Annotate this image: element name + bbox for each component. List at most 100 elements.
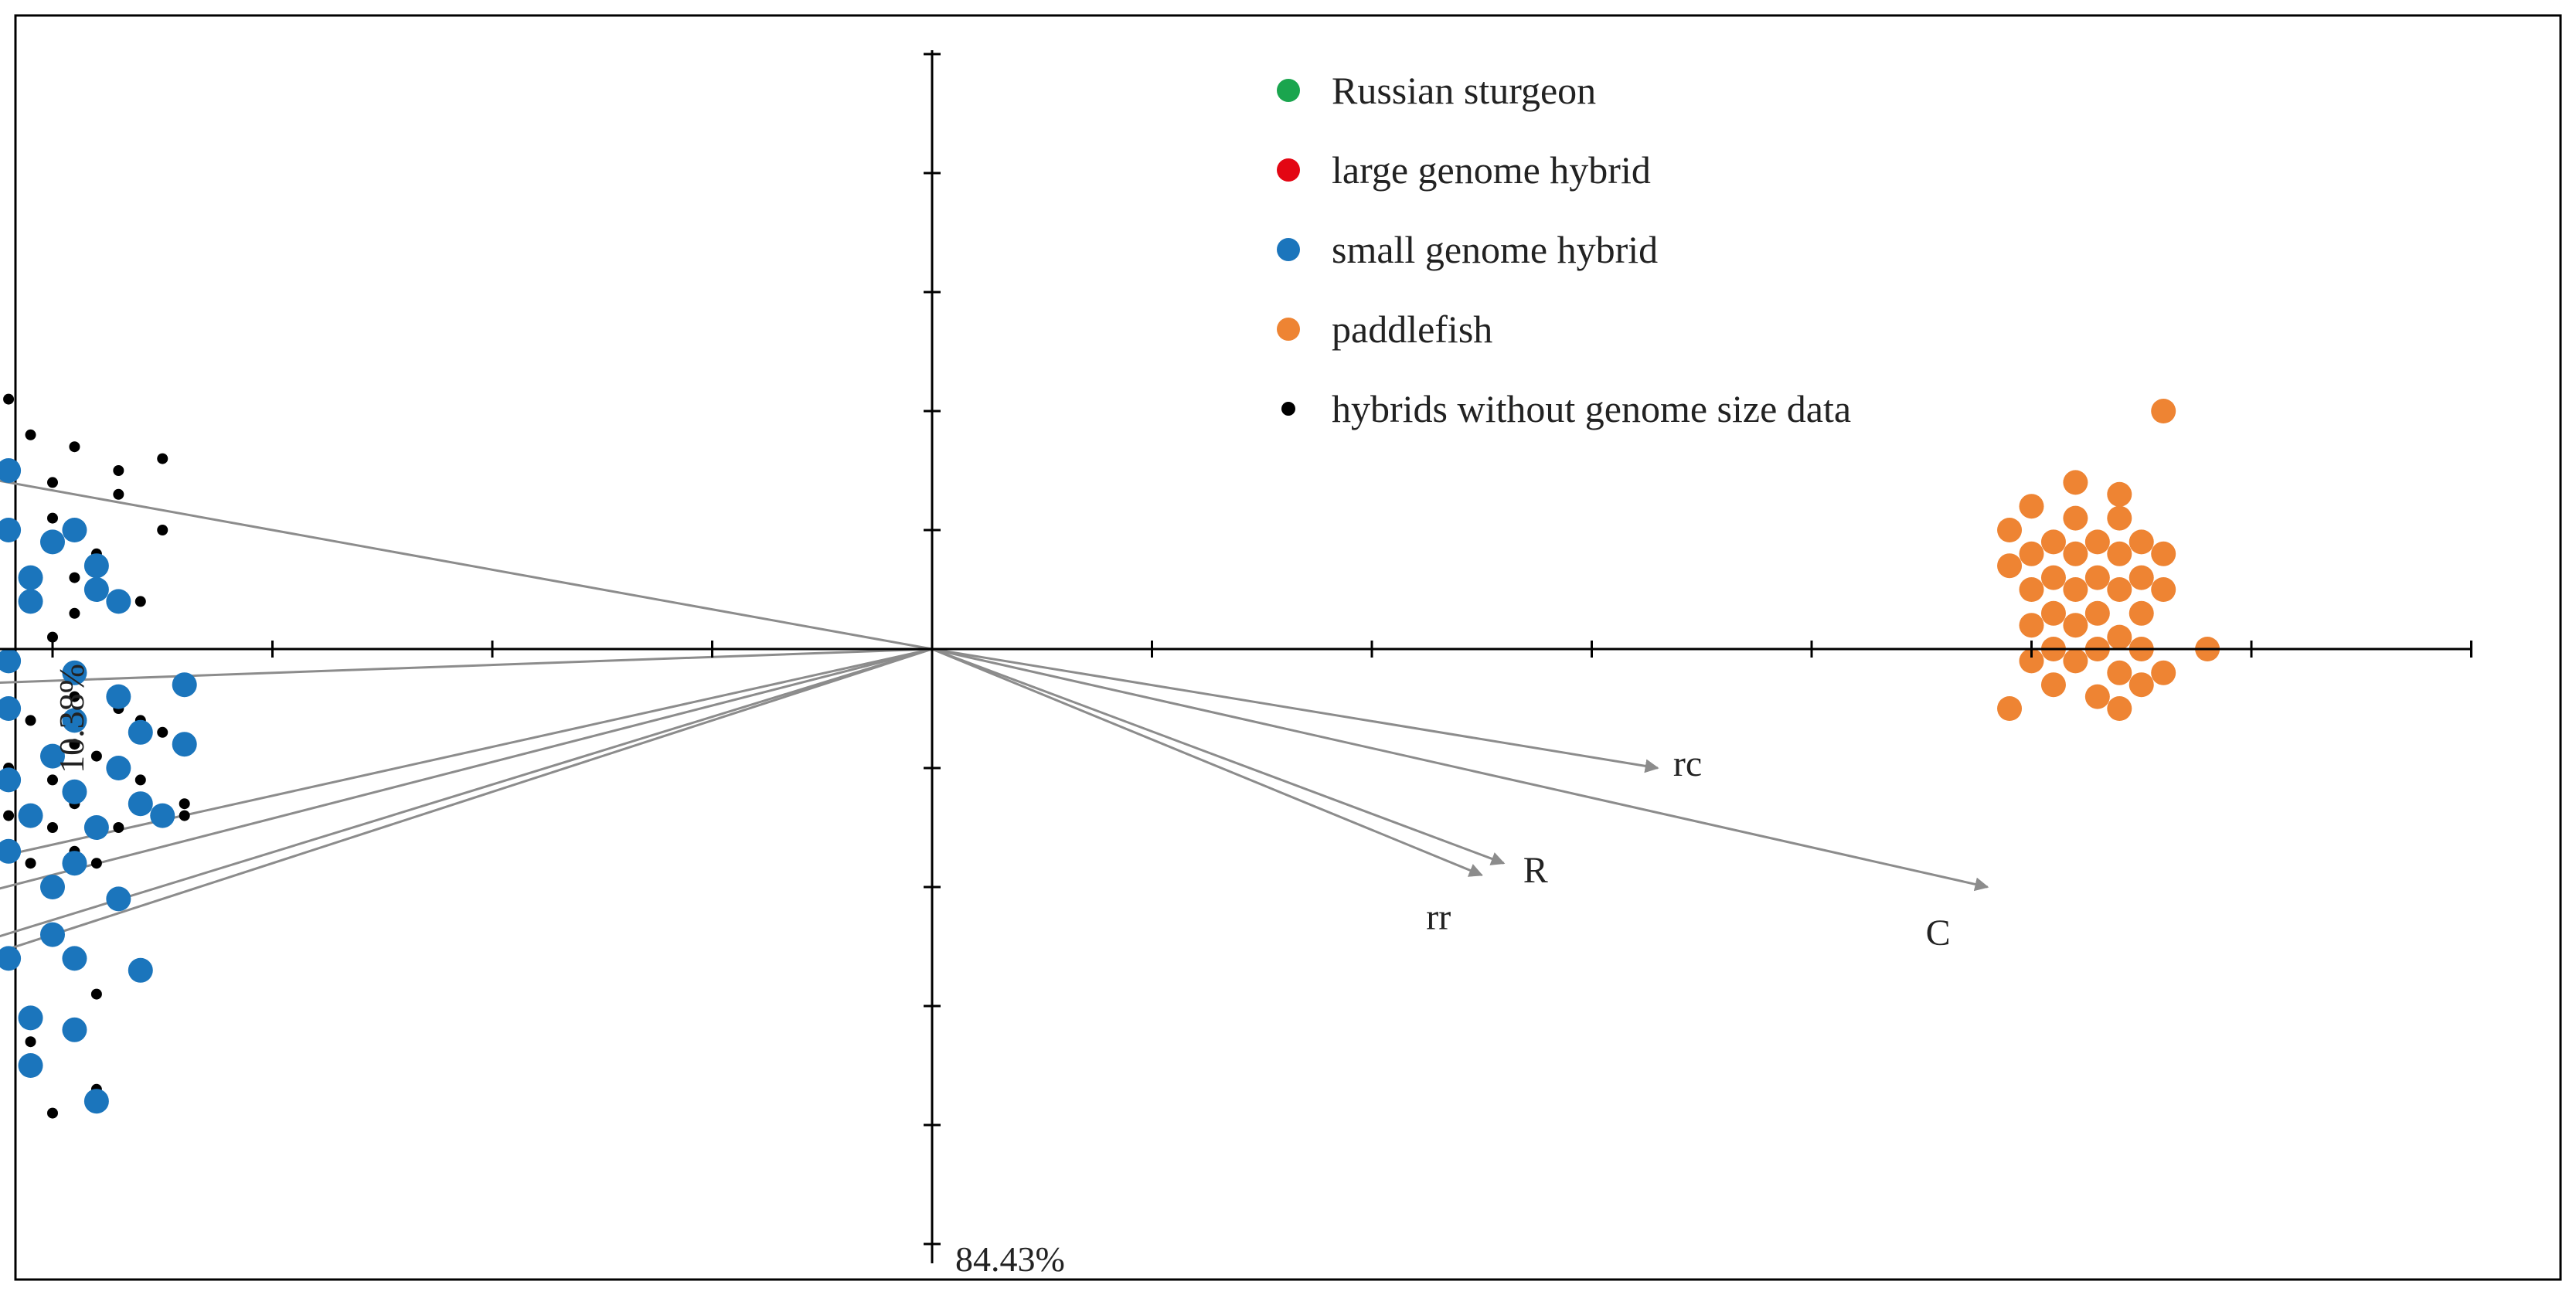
point-paddlefish <box>2063 541 2088 566</box>
point-unknown <box>157 525 168 535</box>
point-small <box>0 696 22 721</box>
point-paddlefish <box>2084 600 2110 626</box>
point-unknown <box>179 810 190 821</box>
point-small <box>128 791 153 817</box>
point-paddlefish <box>1997 696 2023 721</box>
legend-swatch-russian <box>1277 79 1300 102</box>
point-unknown <box>47 477 58 488</box>
legend-swatch-unknown <box>1281 402 1295 416</box>
point-paddlefish <box>2107 624 2132 650</box>
point-unknown <box>25 429 36 440</box>
point-unknown <box>90 750 102 762</box>
point-small <box>172 732 197 757</box>
vector-ad <box>0 648 933 890</box>
point-paddlefish <box>2063 613 2088 638</box>
vector-cfa <box>0 479 933 651</box>
point-small <box>106 684 131 709</box>
point-small <box>18 1005 43 1031</box>
point-small <box>62 1017 87 1042</box>
point-unknown <box>25 715 36 726</box>
point-unknown <box>69 739 80 750</box>
point-small <box>0 648 22 674</box>
point-paddlefish <box>2107 577 2132 602</box>
point-unknown <box>113 488 124 500</box>
point-unknown <box>47 1107 58 1119</box>
point-unknown <box>69 691 80 702</box>
point-small <box>172 672 197 698</box>
vector-rc <box>931 648 1659 773</box>
point-paddlefish <box>2063 648 2088 674</box>
point-paddlefish <box>2129 672 2154 698</box>
point-small <box>128 719 153 745</box>
vector-l2 <box>0 648 933 858</box>
point-unknown <box>25 858 36 869</box>
point-paddlefish <box>2019 648 2044 674</box>
vector-r <box>931 648 1506 865</box>
point-paddlefish <box>2151 541 2176 566</box>
point-unknown <box>113 822 124 833</box>
vector-label-rc: rc <box>1673 743 1702 784</box>
point-paddlefish <box>1997 553 2023 579</box>
point-unknown <box>179 798 190 810</box>
point-small <box>40 743 65 769</box>
point-unknown <box>25 1036 36 1048</box>
point-unknown <box>69 572 80 583</box>
point-paddlefish <box>2019 577 2044 602</box>
axes <box>0 50 2472 1263</box>
point-unknown <box>47 822 58 833</box>
point-unknown <box>134 774 146 786</box>
point-unknown <box>69 607 80 619</box>
legend-label-small: small genome hybrid <box>1332 228 1658 271</box>
point-small <box>0 458 22 483</box>
point-small <box>18 1053 43 1078</box>
point-paddlefish <box>2019 613 2044 638</box>
point-unknown <box>90 988 102 1000</box>
point-paddlefish <box>2040 529 2066 555</box>
point-paddlefish <box>2063 505 2088 531</box>
legend-label-large: large genome hybrid <box>1332 148 1651 192</box>
point-small <box>62 518 87 542</box>
point-small <box>83 1089 109 1114</box>
legend-label-russian: Russian sturgeon <box>1332 69 1596 112</box>
point-small <box>62 779 87 804</box>
point-small <box>62 851 87 876</box>
point-small <box>150 803 175 828</box>
point-small <box>83 553 109 579</box>
point-unknown <box>134 596 146 607</box>
point-paddlefish <box>2107 541 2132 566</box>
vector-aa <box>0 648 933 938</box>
point-paddlefish <box>2107 505 2132 531</box>
chart-frame <box>14 14 2562 1281</box>
data-points <box>0 393 2220 1119</box>
x-axis-variance-label: 84.43% <box>955 1239 1065 1279</box>
point-small <box>40 875 65 899</box>
point-paddlefish <box>2063 577 2088 602</box>
point-small <box>128 957 153 983</box>
legend-swatch-small <box>1277 238 1300 261</box>
point-paddlefish <box>2107 660 2132 685</box>
point-paddlefish <box>2040 565 2066 590</box>
point-paddlefish <box>2084 684 2110 709</box>
point-unknown <box>3 810 15 821</box>
loading-vectors: CfaIPrcRrrCL2aDaAaV <box>0 479 1989 953</box>
point-unknown <box>69 441 80 453</box>
vector-av <box>0 648 933 953</box>
point-paddlefish <box>2084 529 2110 555</box>
point-small <box>106 756 131 780</box>
legend-label-paddlefish: paddlefish <box>1332 308 1492 351</box>
point-paddlefish <box>2019 541 2044 566</box>
point-small <box>0 946 22 971</box>
point-small <box>106 886 131 912</box>
point-small <box>18 803 43 828</box>
point-paddlefish <box>2063 470 2088 495</box>
legend-label-unknown: hybrids without genome size data <box>1332 387 1851 430</box>
vector-c <box>931 648 1989 892</box>
point-unknown <box>90 858 102 869</box>
point-small <box>40 529 65 555</box>
point-small <box>62 946 87 971</box>
vector-label-rr: rr <box>1426 897 1451 938</box>
point-small <box>18 589 43 614</box>
point-unknown <box>3 393 15 405</box>
vector-label-r: R <box>1523 850 1548 891</box>
